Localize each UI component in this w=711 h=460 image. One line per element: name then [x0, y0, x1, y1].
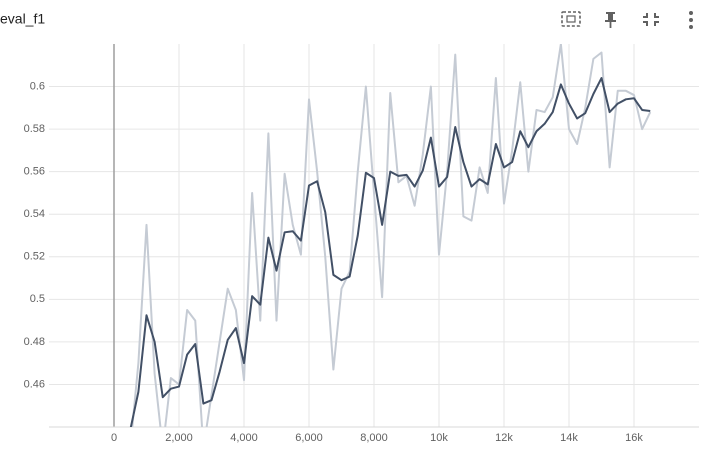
- x-tick-label: 14k: [560, 432, 578, 444]
- fit-domain-button[interactable]: [561, 11, 581, 27]
- y-tick-label: 0.5: [30, 293, 45, 305]
- plot-area: [129, 44, 652, 427]
- pin-button[interactable]: [605, 12, 616, 28]
- y-tick-label: 0.52: [24, 251, 45, 263]
- more-menu-button[interactable]: [689, 11, 693, 29]
- y-tick-label: 0.46: [24, 378, 45, 390]
- smoothed-line: [129, 77, 651, 427]
- x-tick-label: 2,000: [165, 432, 193, 444]
- x-tick-label: 10k: [430, 432, 448, 444]
- x-tick-label: 12k: [495, 432, 513, 444]
- tick-labels: 0.46 0.48 0.5 0.52 0.54 0.56 0.58 0.6 0 2,000 4,00…: [24, 80, 644, 443]
- x-tick-label: 4,000: [230, 432, 258, 444]
- x-tick-label: 16k: [625, 432, 643, 444]
- y-tick-label: 0.58: [24, 123, 45, 135]
- x-tick-label: 8,000: [360, 432, 388, 444]
- y-tick-label: 0.6: [30, 80, 45, 92]
- chart-title: eval_f1: [0, 11, 45, 27]
- y-tick-label: 0.54: [24, 208, 45, 220]
- collapse-button[interactable]: [643, 13, 659, 26]
- raw-line: [131, 44, 652, 427]
- x-tick-label: 0: [111, 432, 117, 444]
- y-tick-label: 0.56: [24, 166, 45, 178]
- y-tick-label: 0.48: [24, 336, 45, 348]
- x-tick-label: 6,000: [295, 432, 323, 444]
